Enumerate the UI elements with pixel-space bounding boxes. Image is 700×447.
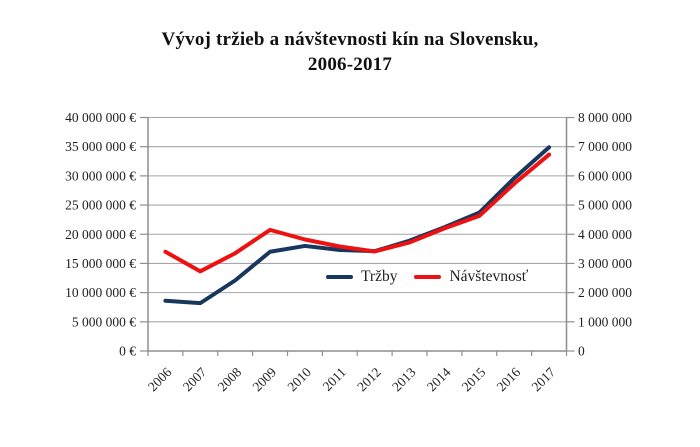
- y-left-tick-label: 10 000 000 €: [65, 285, 136, 300]
- navstevnost-line-swatch: [414, 274, 442, 280]
- x-tick-label: 2013: [389, 364, 419, 394]
- x-tick-label: 2017: [528, 364, 558, 394]
- y-left-tick-label: 25 000 000 €: [65, 198, 136, 213]
- series-line-Návštevnosť: [163, 152, 552, 274]
- x-tick-label: 2014: [424, 364, 454, 394]
- trzby-line-swatch: [326, 274, 353, 280]
- x-tick-label: 2006: [145, 364, 175, 394]
- x-tick-label: 2009: [249, 364, 279, 394]
- x-tick-label: 2016: [494, 364, 524, 394]
- y-right-tick-label: 4 000 000: [578, 227, 632, 242]
- legend-label-navstevnost: Návštevnosť: [449, 268, 529, 285]
- chart-title-line2: 2006-2017: [307, 54, 393, 75]
- y-right-tick-label: 0: [578, 344, 585, 359]
- y-left-tick-label: 40 000 000 €: [65, 110, 136, 125]
- chart-title-line1: Vývoj tržieb a návštevnosti kín na Slove…: [161, 29, 539, 50]
- x-tick-label: 2011: [320, 365, 349, 394]
- x-tick-label: 2008: [215, 364, 245, 394]
- y-right-tick-label: 6 000 000: [578, 168, 632, 183]
- y-right-tick-label: 3 000 000: [578, 256, 632, 271]
- x-tick-label: 2012: [354, 365, 384, 395]
- y-left-tick-label: 30 000 000 €: [65, 168, 136, 183]
- y-right-tick-label: 8 000 000: [578, 110, 632, 125]
- y-left-tick-label: 15 000 000 €: [65, 256, 136, 271]
- legend-label-trzby: Tržby: [361, 268, 398, 285]
- y-right-tick-label: 2 000 000: [578, 285, 632, 300]
- legend-item-trzby: Tržby: [326, 268, 397, 286]
- y-right-tick-label: 5 000 000: [578, 198, 632, 213]
- y-left-tick-label: 0 €: [119, 344, 136, 359]
- y-left-tick-label: 5 000 000 €: [72, 314, 136, 329]
- x-tick-label: 2007: [180, 364, 210, 394]
- y-left-tick-label: 35 000 000 €: [65, 139, 136, 154]
- chart-title: Vývoj tržieb a návštevnosti kín na Slove…: [0, 27, 700, 77]
- y-right-tick-label: 7 000 000: [578, 139, 632, 154]
- x-tick-label: 2010: [284, 364, 314, 394]
- y-left-tick-label: 20 000 000 €: [65, 227, 136, 242]
- x-tick-label: 2015: [459, 364, 489, 394]
- y-right-tick-label: 1 000 000: [578, 314, 632, 329]
- legend: Tržby Návštevnosť: [323, 267, 532, 287]
- legend-item-navstevnost: Návštevnosť: [414, 268, 528, 286]
